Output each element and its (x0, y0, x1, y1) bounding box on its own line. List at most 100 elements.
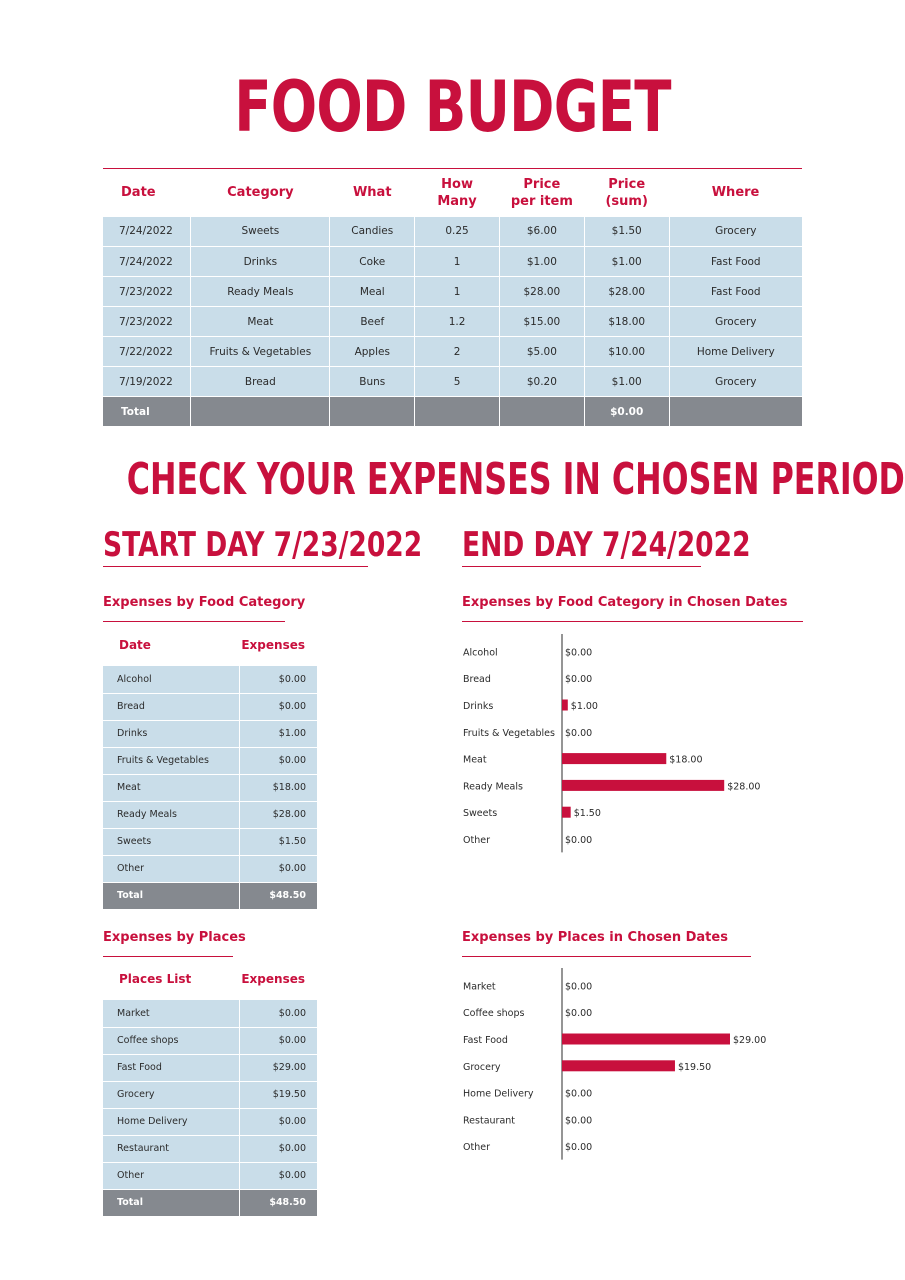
column-header: Where (669, 168, 802, 217)
table-cell: 5 (414, 366, 500, 397)
table-cell: Total (103, 396, 192, 427)
table-cell: $28.00 (584, 276, 670, 307)
category-tick-label: Home Delivery (463, 1089, 534, 1100)
table-cell: Buns (329, 366, 416, 397)
column-header: Price (sum) (584, 168, 670, 217)
table-cell: Grocery (669, 306, 802, 337)
data-label: $0.00 (565, 647, 592, 658)
table-cell: Fruits & Vegetables (190, 336, 331, 367)
table-cell: Bread (103, 693, 240, 721)
table-cell: Alcohol (103, 666, 240, 694)
category-tick-label: Other (463, 1142, 490, 1153)
table-row: Home Delivery $0.00 (103, 1108, 317, 1136)
table-cell: 7/24/2022 (103, 216, 192, 247)
table-row: Drinks $1.00 (103, 720, 317, 748)
table-cell: $1.00 (584, 246, 670, 277)
table-cell: $0.20 (499, 366, 585, 397)
category-tick-label: Meat (463, 755, 487, 766)
column-header-text: How (441, 176, 473, 192)
table-row: Alcohol $0.00 (103, 666, 317, 694)
places-chart-title: Expenses by Places in Chosen Dates (462, 930, 728, 945)
column-header: How Many (414, 168, 500, 217)
table-cell: Fast Food (669, 246, 802, 277)
places-table-underline (103, 956, 233, 957)
table-cell: $18.00 (239, 774, 317, 802)
data-label: $0.00 (565, 835, 592, 846)
data-label: $1.00 (571, 701, 598, 712)
table-row: Fast Food $29.00 (103, 1054, 317, 1082)
table-row: Coffee shops $0.00 (103, 1027, 317, 1055)
table-cell: Grocery (669, 216, 802, 247)
table-cell: Candies (329, 216, 416, 247)
category-tick-label: Fast Food (463, 1035, 508, 1046)
table-cell (499, 396, 585, 427)
table-cell (329, 396, 416, 427)
table-cell: $0.00 (239, 1000, 317, 1028)
column-header: What (329, 168, 415, 217)
table-cell: $15.00 (499, 306, 585, 337)
data-label: $1.50 (574, 808, 601, 819)
table-cell: $28.00 (499, 276, 585, 307)
category-expenses-table: Date Expenses Alcohol $0.00 Bread $0.00 Drin… (103, 624, 317, 910)
places-table-title: Expenses by Places (103, 930, 246, 945)
category-tick-label: Alcohol (463, 647, 498, 658)
table-cell: $0.00 (239, 1027, 317, 1055)
table-row: 7/24/2022 Sweets Candies 0.25 $6.00 $1.50 Groc… (103, 216, 802, 247)
table-cell: 1 (414, 246, 500, 277)
table-cell (669, 396, 802, 427)
table-cell: $0.00 (239, 1135, 317, 1163)
table-cell: $0.00 (239, 1108, 317, 1136)
table-cell (190, 396, 331, 427)
table-row: Market $0.00 (103, 1000, 317, 1028)
category-tick-label: Sweets (463, 808, 497, 819)
table-cell: Beef (329, 306, 416, 337)
table-cell: $1.50 (239, 828, 317, 856)
table-header-row: Date Expenses (103, 624, 317, 666)
table-cell: $1.00 (499, 246, 585, 277)
table-header-row: Places List Expenses (103, 958, 317, 1000)
table-cell: 1 (414, 276, 500, 307)
table-cell: 7/24/2022 (103, 246, 192, 277)
bar (562, 1060, 675, 1072)
table-cell: 0.25 (414, 216, 500, 247)
table-cell: 7/22/2022 (103, 336, 192, 367)
data-label: $28.00 (727, 781, 760, 792)
table-cell: Home Delivery (103, 1108, 240, 1136)
start-day-underline (103, 566, 368, 567)
column-header-text: Date (121, 185, 156, 201)
table-cell: Fast Food (103, 1054, 240, 1082)
bar (562, 753, 667, 765)
places-bar-chart: Market $0.00 Coffee shops $0.00 Fast Food $29… (462, 968, 792, 1163)
table-cell: Restaurant (103, 1135, 240, 1163)
table-cell: $28.00 (239, 801, 317, 829)
table-cell: 7/23/2022 (103, 276, 192, 307)
data-label: $29.00 (733, 1035, 766, 1046)
column-header-text: per item (510, 193, 573, 209)
category-chart-underline (462, 621, 803, 622)
table-cell: $0.00 (584, 396, 670, 427)
category-tick-label: Restaurant (463, 1115, 515, 1126)
table-cell: $0.00 (239, 666, 317, 694)
table-cell: Fast Food (669, 276, 802, 307)
table-cell: Meat (103, 774, 240, 802)
table-cell: $0.00 (239, 747, 317, 775)
column-header: Price per item (499, 168, 585, 217)
column-header: Category (190, 168, 330, 217)
category-tick-label: Other (463, 835, 490, 846)
places-chart-underline (462, 956, 751, 957)
bar (562, 779, 725, 791)
table-cell: $1.50 (584, 216, 670, 247)
table-row: Other $0.00 (103, 855, 317, 883)
table-cell: $48.50 (239, 1189, 317, 1217)
data-label: $0.00 (565, 728, 592, 739)
table-cell: Ready Meals (103, 801, 240, 829)
table-row: Other $0.00 (103, 1162, 317, 1190)
table-cell: Bread (190, 366, 331, 397)
column-header-text: Price (523, 176, 561, 192)
data-label: $0.00 (565, 1089, 592, 1100)
category-bar-chart: Alcohol $0.00 Bread $0.00 Drinks $1.00 Fruits … (462, 634, 792, 854)
table-cell: $5.00 (499, 336, 585, 367)
data-label: $0.00 (565, 981, 592, 992)
table-cell: Other (103, 855, 240, 883)
section-title: CHECK YOUR EXPENSES IN CHOSEN PERIOD (126, 454, 905, 505)
